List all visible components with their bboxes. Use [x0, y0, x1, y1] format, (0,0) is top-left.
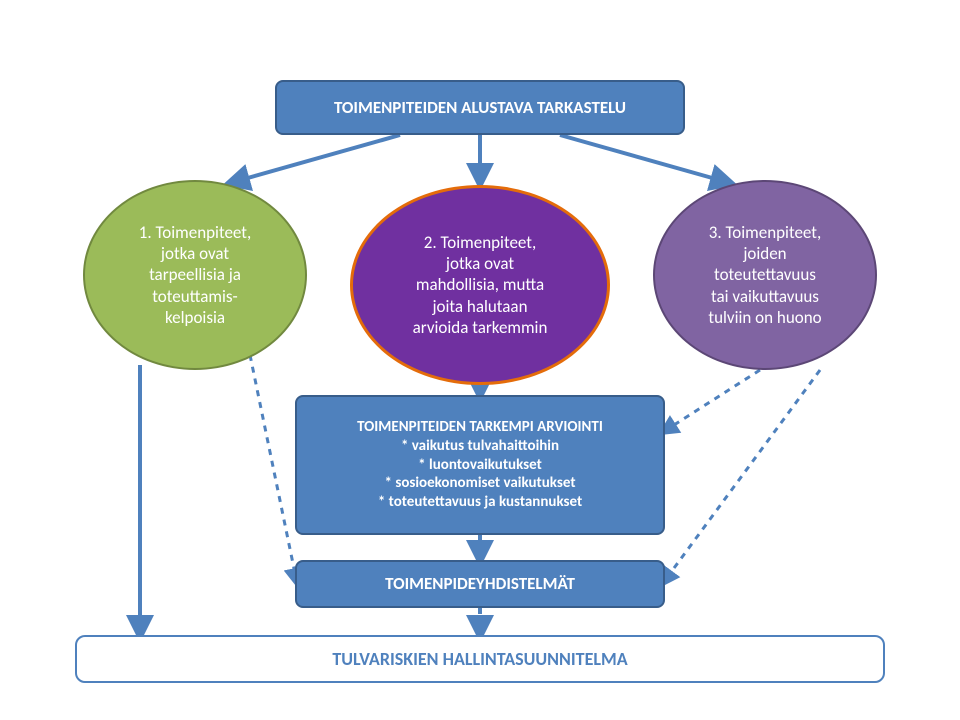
ellipse-line: tai vaikuttavuus: [711, 286, 819, 307]
connector-arrow: [663, 370, 760, 432]
combinations-box: TOIMENPIDEYHDISTELMÄT: [295, 560, 665, 608]
ellipse-line: toteutettavuus: [714, 264, 816, 285]
ellipse-line: tarpeellisia ja: [149, 264, 241, 285]
ellipse-line: joiden: [743, 243, 786, 264]
ellipse-line: mahdollisia, mutta: [416, 274, 544, 295]
evaluation-item: * toteutettavuus ja kustannukset: [378, 493, 582, 512]
evaluation-item: * sosioekonomiset vaikutukset: [378, 474, 582, 493]
plan-box: TULVARISKIEN HALLINTASUUNNITELMA: [75, 635, 885, 683]
evaluation-items: * vaikutus tulvahaittoihin* luontovaikut…: [378, 437, 582, 512]
ellipse-line: toteuttamis-: [152, 286, 237, 307]
ellipse-line: arvioida tarkemmin: [413, 317, 548, 338]
plan-text: TULVARISKIEN HALLINTASUUNNITELMA: [332, 648, 627, 671]
ellipse-line: jotka ovat: [161, 243, 229, 264]
evaluation-title: TOIMENPITEIDEN TARKEMPI ARVIOINTI: [357, 418, 603, 437]
connector-arrow: [663, 370, 820, 583]
title-text: TOIMENPITEIDEN ALUSTAVA TARKASTELU: [334, 97, 626, 118]
ellipse-line: tulviin on huono: [708, 307, 821, 328]
evaluation-item: * vaikutus tulvahaittoihin: [378, 437, 582, 456]
ellipse-line: kelpoisia: [165, 307, 225, 328]
ellipse-line: 1. Toimenpiteet,: [139, 222, 251, 243]
ellipse-1: 1. Toimenpiteet,jotka ovattarpeellisia j…: [83, 180, 307, 370]
evaluation-item: * luontovaikutukset: [378, 456, 582, 475]
combinations-text: TOIMENPIDEYHDISTELMÄT: [385, 573, 575, 594]
ellipse-line: jotka ovat: [446, 253, 514, 274]
connector-arrow: [560, 135, 730, 183]
ellipse-3: 3. Toimenpiteet,joidentoteutettavuustai …: [653, 180, 877, 370]
title-box: TOIMENPITEIDEN ALUSTAVA TARKASTELU: [275, 80, 685, 135]
ellipse-line: 3. Toimenpiteet,: [709, 222, 821, 243]
ellipse-2: 2. Toimenpiteet,jotka ovatmahdollisia, m…: [350, 185, 610, 385]
diagram-canvas: TOIMENPITEIDEN ALUSTAVA TARKASTELU 1. To…: [0, 0, 960, 720]
ellipse-line: 2. Toimenpiteet,: [424, 232, 536, 253]
evaluation-box: TOIMENPITEIDEN TARKEMPI ARVIOINTI * vaik…: [295, 395, 665, 535]
connector-arrow: [230, 135, 400, 183]
connector-arrow: [250, 355, 297, 583]
ellipse-line: joita halutaan: [432, 296, 527, 317]
